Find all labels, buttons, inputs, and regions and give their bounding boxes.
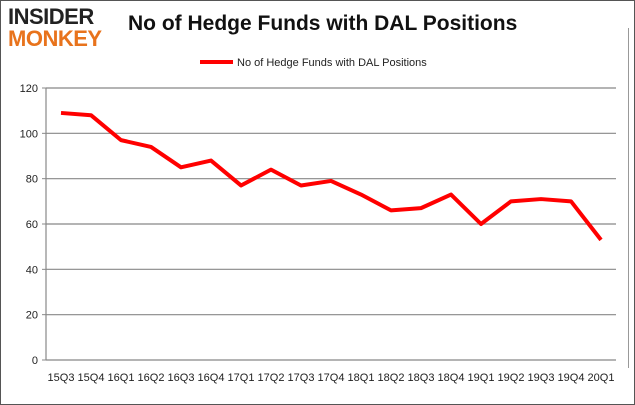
x-tick-label: 17Q2	[258, 372, 285, 384]
x-tick-label: 16Q3	[168, 372, 195, 384]
x-tick-label: 16Q2	[138, 372, 165, 384]
x-tick-label: 18Q2	[378, 372, 405, 384]
x-tick-label: 19Q1	[468, 372, 495, 384]
logo-line2: MONKEY	[8, 26, 102, 51]
series-line	[60, 110, 603, 242]
x-tick-label: 20Q1	[588, 372, 615, 384]
chart-title: No of Hedge Funds with DAL Positions	[128, 12, 518, 35]
x-tick-label: 19Q2	[498, 372, 525, 384]
x-tick-label: 16Q4	[198, 372, 225, 384]
x-tick-label: 18Q1	[348, 372, 375, 384]
x-tick-label: 16Q1	[108, 372, 135, 384]
x-tick-label: 15Q3	[48, 372, 75, 384]
legend-label: No of Hedge Funds with DAL Positions	[237, 57, 427, 69]
x-tick-label: 18Q3	[408, 372, 435, 384]
y-tick-label: 120	[20, 83, 38, 95]
y-tick-label: 40	[26, 264, 38, 276]
x-tick-label: 17Q3	[288, 372, 315, 384]
x-tick-label: 17Q4	[318, 372, 345, 384]
right-edge	[628, 28, 629, 368]
y-tick-label: 100	[20, 128, 38, 140]
x-tick-label: 19Q3	[528, 372, 555, 384]
x-tick-label: 19Q4	[558, 372, 585, 384]
y-tick-label: 0	[32, 355, 38, 367]
y-tick-label: 80	[26, 174, 38, 186]
x-tick-label: 18Q4	[438, 372, 465, 384]
insider-monkey-logo: INSIDER MONKEY	[8, 6, 118, 50]
x-tick-label: 15Q4	[78, 372, 105, 384]
x-tick-label: 17Q1	[228, 372, 255, 384]
y-tick-label: 20	[26, 310, 38, 322]
logo-line1: INSIDER	[8, 4, 94, 29]
y-tick-label: 60	[26, 219, 38, 231]
